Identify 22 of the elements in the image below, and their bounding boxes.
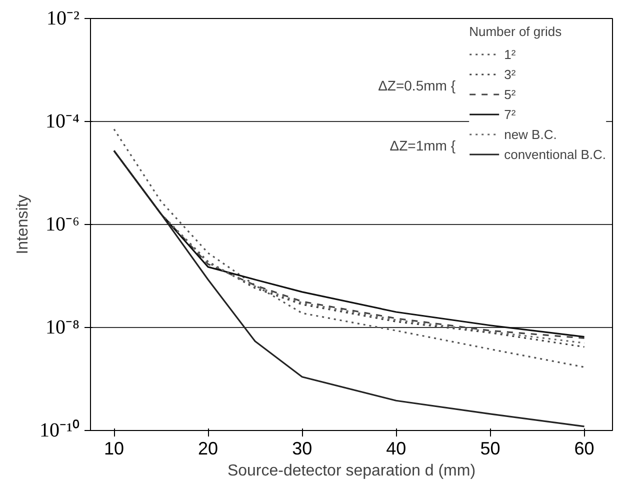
- x-axis-title: Source-detector separation d (mm): [227, 462, 476, 480]
- legend-label: 5²: [504, 86, 517, 102]
- legend-title: Number of grids: [469, 24, 563, 39]
- x-tick-label: 60: [574, 438, 594, 458]
- legend-label: 7²: [504, 106, 517, 122]
- y-axis-title: Intensity: [14, 194, 32, 254]
- y-tick-label: 10⁻²: [46, 8, 80, 30]
- legend-label: 1²: [504, 46, 517, 62]
- annotation: ΔZ=1mm {: [390, 138, 456, 154]
- x-tick-label: 40: [386, 438, 406, 458]
- legend-label: 3²: [504, 66, 517, 82]
- annotation: ΔZ=0.5mm {: [378, 78, 456, 94]
- x-tick-label: 20: [198, 438, 218, 458]
- y-tick-label: 10⁻⁸: [46, 316, 80, 338]
- y-tick-label: 10⁻¹⁰: [40, 418, 80, 442]
- legend-label: conventional B.C.: [504, 146, 606, 162]
- y-tick-label: 10⁻⁶: [46, 214, 80, 236]
- x-tick-label: 50: [480, 438, 500, 458]
- x-tick-label: 30: [292, 438, 312, 458]
- x-tick-label: 10: [104, 438, 124, 458]
- y-tick-label: 10⁻⁴: [46, 110, 80, 132]
- legend-label: new B.C.: [504, 126, 557, 142]
